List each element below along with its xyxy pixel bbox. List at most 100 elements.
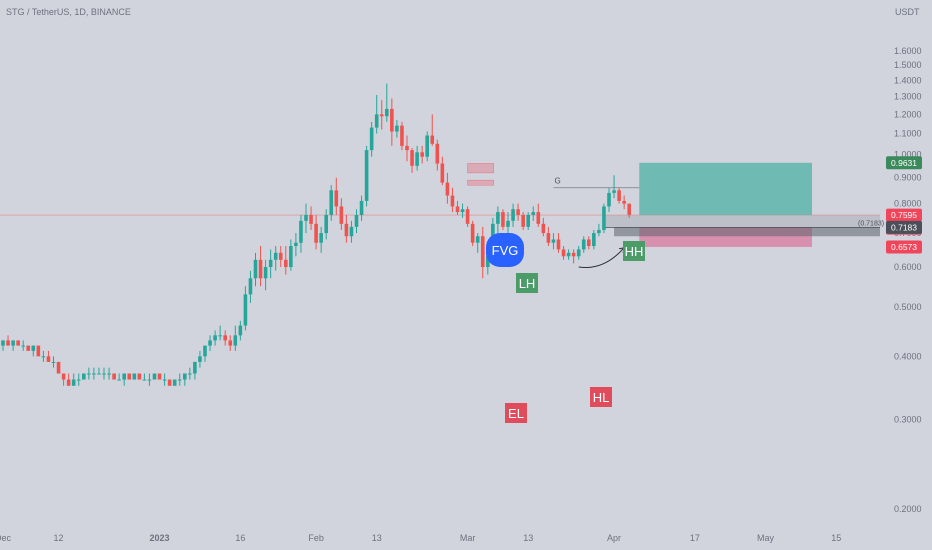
candle-body[interactable] bbox=[198, 356, 202, 362]
candle-body[interactable] bbox=[501, 212, 505, 227]
candle-body[interactable] bbox=[21, 345, 25, 347]
candle-body[interactable] bbox=[465, 209, 470, 224]
candle-body[interactable] bbox=[405, 145, 409, 151]
candle-body[interactable] bbox=[238, 325, 243, 336]
candle-body[interactable] bbox=[26, 345, 31, 351]
candle-body[interactable] bbox=[480, 236, 485, 268]
candle-body[interactable] bbox=[167, 379, 172, 386]
candle-body[interactable] bbox=[531, 212, 536, 215]
candle-body[interactable] bbox=[56, 361, 61, 374]
candle-body[interactable] bbox=[6, 340, 10, 346]
candle-body[interactable] bbox=[1, 340, 5, 346]
candle-body[interactable] bbox=[137, 373, 142, 380]
candle-body[interactable] bbox=[556, 239, 561, 250]
candle-body[interactable] bbox=[536, 212, 541, 224]
candle-body[interactable] bbox=[379, 114, 384, 117]
candle-body[interactable] bbox=[61, 373, 66, 380]
candle-body[interactable] bbox=[319, 233, 323, 243]
candle-body[interactable] bbox=[349, 226, 354, 237]
candle-body[interactable] bbox=[329, 190, 334, 215]
candle-body[interactable] bbox=[299, 220, 303, 243]
candle-body[interactable] bbox=[278, 252, 283, 260]
candle-body[interactable] bbox=[445, 182, 450, 196]
candle-body[interactable] bbox=[228, 340, 233, 346]
candle-body[interactable] bbox=[177, 379, 182, 381]
candle-body[interactable] bbox=[157, 373, 162, 380]
candle-body[interactable] bbox=[203, 345, 207, 357]
candle-body[interactable] bbox=[511, 209, 515, 221]
candle-body[interactable] bbox=[475, 236, 480, 243]
candle-body[interactable] bbox=[258, 259, 263, 279]
candle-body[interactable] bbox=[551, 239, 556, 243]
candle-body[interactable] bbox=[46, 356, 51, 362]
candle-body[interactable] bbox=[425, 135, 429, 157]
candle-body[interactable] bbox=[117, 379, 121, 381]
candle-body[interactable] bbox=[526, 214, 530, 227]
candle-body[interactable] bbox=[218, 335, 222, 337]
candle-body[interactable] bbox=[395, 125, 399, 132]
candle-body[interactable] bbox=[87, 373, 91, 375]
candle-body[interactable] bbox=[36, 345, 41, 357]
candle-body[interactable] bbox=[253, 259, 258, 279]
candle-body[interactable] bbox=[390, 108, 394, 132]
candle-body[interactable] bbox=[430, 135, 435, 144]
candle-body[interactable] bbox=[410, 150, 414, 166]
candle-body[interactable] bbox=[152, 373, 157, 380]
candle-body[interactable] bbox=[359, 200, 364, 215]
target-zone[interactable] bbox=[639, 162, 812, 216]
candle-body[interactable] bbox=[612, 190, 616, 193]
candle-body[interactable] bbox=[183, 373, 187, 380]
candle-body[interactable] bbox=[344, 223, 349, 237]
candle-body[interactable] bbox=[460, 209, 465, 213]
candle-body[interactable] bbox=[440, 163, 445, 183]
candle-body[interactable] bbox=[82, 373, 86, 380]
candle-body[interactable] bbox=[97, 373, 101, 375]
candle-body[interactable] bbox=[334, 190, 339, 207]
candle-body[interactable] bbox=[400, 125, 404, 146]
candle-body[interactable] bbox=[193, 361, 197, 374]
candle-body[interactable] bbox=[622, 200, 626, 204]
candle-body[interactable] bbox=[309, 214, 313, 224]
candle-body[interactable] bbox=[627, 203, 631, 215]
candle-body[interactable] bbox=[147, 379, 152, 381]
candle-body[interactable] bbox=[76, 379, 81, 381]
candle-body[interactable] bbox=[127, 373, 132, 380]
candle-body[interactable] bbox=[142, 379, 147, 381]
candle-body[interactable] bbox=[364, 150, 369, 201]
candle-body[interactable] bbox=[122, 373, 126, 380]
candle-body[interactable] bbox=[248, 278, 253, 295]
candle-body[interactable] bbox=[71, 379, 76, 386]
candle-body[interactable] bbox=[496, 212, 500, 224]
candle-body[interactable] bbox=[576, 249, 581, 257]
candle-body[interactable] bbox=[541, 223, 546, 234]
candle-body[interactable] bbox=[31, 345, 36, 351]
candle-body[interactable] bbox=[521, 214, 525, 227]
candle-body[interactable] bbox=[213, 335, 217, 341]
candle-body[interactable] bbox=[107, 373, 111, 375]
candle-body[interactable] bbox=[546, 233, 551, 243]
candle-body[interactable] bbox=[369, 127, 374, 151]
candle-body[interactable] bbox=[294, 242, 298, 247]
candle-body[interactable] bbox=[420, 152, 424, 157]
candle-body[interactable] bbox=[581, 239, 586, 250]
candle-body[interactable] bbox=[506, 220, 510, 227]
candle-body[interactable] bbox=[592, 233, 596, 247]
candle-body[interactable] bbox=[607, 192, 611, 207]
candle-body[interactable] bbox=[597, 229, 601, 234]
candle-body[interactable] bbox=[41, 356, 46, 358]
candle-body[interactable] bbox=[385, 108, 389, 117]
candle-body[interactable] bbox=[561, 249, 566, 257]
candle-body[interactable] bbox=[602, 206, 606, 230]
candle-body[interactable] bbox=[314, 223, 318, 243]
candle-body[interactable] bbox=[617, 190, 621, 201]
candle-body[interactable] bbox=[16, 340, 20, 346]
candle-body[interactable] bbox=[92, 373, 96, 375]
candle-body[interactable] bbox=[304, 214, 308, 221]
candle-body[interactable] bbox=[450, 195, 455, 207]
candle-body[interactable] bbox=[268, 259, 273, 268]
candle-body[interactable] bbox=[587, 239, 591, 247]
candle-body[interactable] bbox=[233, 335, 238, 346]
candle-body[interactable] bbox=[284, 259, 288, 268]
candle-body[interactable] bbox=[435, 143, 440, 164]
